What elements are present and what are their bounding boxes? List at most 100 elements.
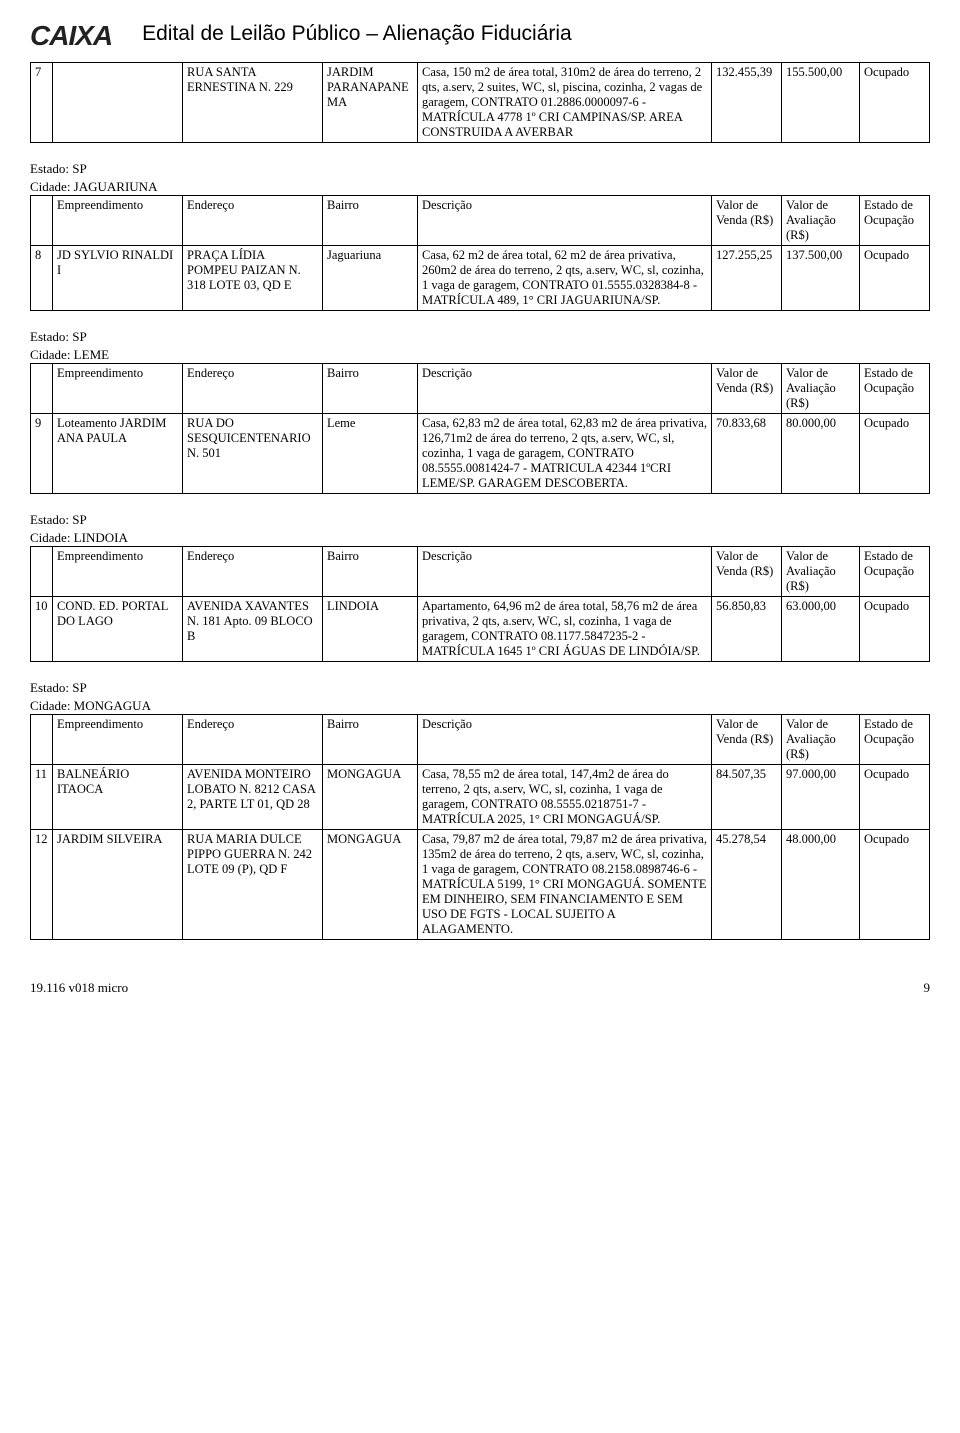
header-empreendimento: Empreendimento [53,196,183,246]
cidade-label: Cidade: MONGAGUA [30,698,930,714]
estado-label: Estado: SP [30,512,930,528]
cell-venda: 56.850,83 [712,597,782,662]
cell-num: 10 [31,597,53,662]
cell-endereco: RUA SANTA ERNESTINA N. 229 [183,63,323,143]
cell-avaliacao: 48.000,00 [782,830,860,940]
cell-bairro: Jaguariuna [323,246,418,311]
section-table: EmpreendimentoEndereçoBairroDescrição Val… [30,195,930,311]
header-descricao: Descrição [418,715,712,765]
table-row: 7 RUA SANTA ERNESTINA N. 229 JARDIM PARA… [31,63,930,143]
table-header-row: EmpreendimentoEndereçoBairroDescriçãoVal… [31,715,930,765]
table-row: 12JARDIM SILVEIRARUA MARIA DULCE PIPPO G… [31,830,930,940]
cell-avaliacao: 155.500,00 [782,63,860,143]
header-bairro: Bairro [323,715,418,765]
table-header-row: EmpreendimentoEndereçoBairroDescriçãoVal… [31,364,930,414]
header-empreendimento: Empreendimento [53,364,183,414]
cell-empreendimento: JARDIM SILVEIRA [53,830,183,940]
cell-empreendimento: JD SYLVIO RINALDI I [53,246,183,311]
cell-venda: 70.833,68 [712,414,782,494]
cell-empreendimento: COND. ED. PORTAL DO LAGO [53,597,183,662]
sections-container: Estado: SPCidade: JAGUARIUNAEmpreendimen… [30,161,930,940]
continuation-table: 7 RUA SANTA ERNESTINA N. 229 JARDIM PARA… [30,62,930,143]
cidade-label: Cidade: LINDOIA [30,530,930,546]
table-header-row: EmpreendimentoEndereçoBairroDescriçãoVal… [31,547,930,597]
header-empreendimento: Empreendimento [53,715,183,765]
header-ocupacao: Estado de Ocupação [860,715,930,765]
cell-bairro: MONGAGUA [323,830,418,940]
cell-venda: 132.455,39 [712,63,782,143]
table-row: 9Loteamento JARDIM ANA PAULARUA DO SESQU… [31,414,930,494]
section-table: EmpreendimentoEndereçoBairroDescriçãoVal… [30,714,930,940]
cell-avaliacao: 137.500,00 [782,246,860,311]
cell-bairro: Leme [323,414,418,494]
cell-endereco: RUA DO SESQUICENTENARIO N. 501 [183,414,323,494]
header-endereco: Endereço [183,547,323,597]
header-bairro: Bairro [323,196,418,246]
cell-endereco: AVENIDA XAVANTES N. 181 Apto. 09 BLOCO B [183,597,323,662]
header-bairro: Bairro [323,547,418,597]
cell-venda: 127.255,25 [712,246,782,311]
cidade-label: Cidade: JAGUARIUNA [30,179,930,195]
cell-num: 7 [31,63,53,143]
table-header-row: EmpreendimentoEndereçoBairroDescrição Val… [31,196,930,246]
header-ocupacao: Estado de Ocupação [860,364,930,414]
header-descricao: Descrição [418,196,712,246]
cell-descricao: Casa, 79,87 m2 de área total, 79,87 m2 d… [418,830,712,940]
header-bairro: Bairro [323,364,418,414]
cell-ocupacao: Ocupado [860,765,930,830]
cell-ocupacao: Ocupado [860,63,930,143]
cell-bairro: LINDOIA [323,597,418,662]
header-avaliacao: Valor de Avaliação (R$) [782,196,860,246]
cell-ocupacao: Ocupado [860,830,930,940]
header-descricao: Descrição [418,547,712,597]
cell-avaliacao: 80.000,00 [782,414,860,494]
cell-ocupacao: Ocupado [860,597,930,662]
cell-endereco: PRAÇA LÍDIA POMPEU PAIZAN N. 318 LOTE 03… [183,246,323,311]
page-footer: 19.116 v018 micro 9 [30,980,930,996]
header-venda: Valor de Venda (R$) [712,364,782,414]
cell-descricao: Casa, 62,83 m2 de área total, 62,83 m2 d… [418,414,712,494]
header-venda: Valor de Venda (R$) [712,715,782,765]
cell-empreendimento: BALNEÁRIO ITAOCA [53,765,183,830]
header-venda: Valor de Venda (R$) [712,547,782,597]
cidade-label: Cidade: LEME [30,347,930,363]
header-empreendimento: Empreendimento [53,547,183,597]
table-row: 8JD SYLVIO RINALDI IPRAÇA LÍDIA POMPEU P… [31,246,930,311]
cell-venda: 45.278,54 [712,830,782,940]
header-ocupacao: Estado de Ocupação [860,196,930,246]
section-table: EmpreendimentoEndereçoBairroDescriçãoVal… [30,363,930,494]
cell-bairro: MONGAGUA [323,765,418,830]
document-title: Edital de Leilão Público – Alienação Fid… [142,20,572,46]
cell-descricao: Casa, 150 m2 de área total, 310m2 de áre… [418,63,712,143]
table-row: 11BALNEÁRIO ITAOCAAVENIDA MONTEIRO LOBAT… [31,765,930,830]
cell-num: 8 [31,246,53,311]
page-header: CAIXA Edital de Leilão Público – Alienaç… [30,20,930,52]
cell-avaliacao: 97.000,00 [782,765,860,830]
cell-descricao: Apartamento, 64,96 m2 de área total, 58,… [418,597,712,662]
cell-empreendimento: Loteamento JARDIM ANA PAULA [53,414,183,494]
cell-bairro: JARDIM PARANAPANEMA [323,63,418,143]
estado-label: Estado: SP [30,680,930,696]
section-table: EmpreendimentoEndereçoBairroDescriçãoVal… [30,546,930,662]
cell-num: 9 [31,414,53,494]
header-descricao: Descrição [418,364,712,414]
header-endereco: Endereço [183,196,323,246]
estado-label: Estado: SP [30,329,930,345]
footer-left: 19.116 v018 micro [30,980,128,996]
header-endereco: Endereço [183,715,323,765]
footer-right: 9 [924,980,931,996]
header-avaliacao: Valor de Avaliação (R$) [782,364,860,414]
header-ocupacao: Estado de Ocupação [860,547,930,597]
header-endereco: Endereço [183,364,323,414]
header-avaliacao: Valor de Avaliação (R$) [782,715,860,765]
cell-num: 11 [31,765,53,830]
cell-avaliacao: 63.000,00 [782,597,860,662]
cell-ocupacao: Ocupado [860,246,930,311]
cell-descricao: Casa, 62 m2 de área total, 62 m2 de área… [418,246,712,311]
header-avaliacao: Valor de Avaliação (R$) [782,547,860,597]
cell-num: 12 [31,830,53,940]
estado-label: Estado: SP [30,161,930,177]
cell-descricao: Casa, 78,55 m2 de área total, 147,4m2 de… [418,765,712,830]
cell-empreendimento [53,63,183,143]
caixa-logo: CAIXA [30,20,142,52]
